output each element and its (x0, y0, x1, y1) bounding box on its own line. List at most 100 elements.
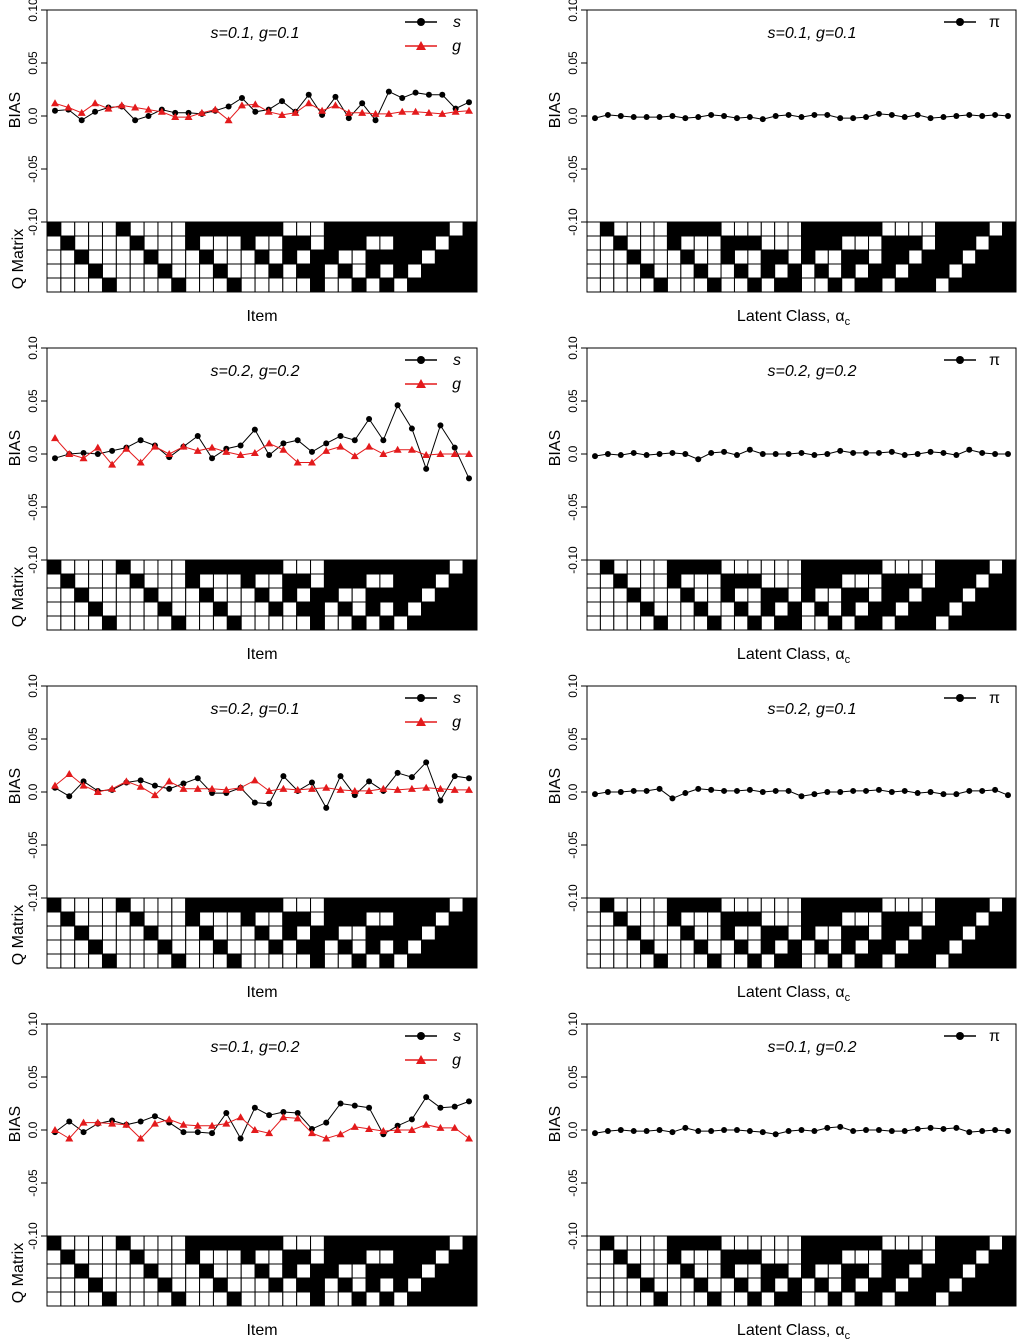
y-axis-label: BIAS (7, 92, 24, 128)
q-cell-filled (462, 559, 478, 575)
q-cell-empty (115, 263, 131, 279)
data-point-pi (953, 452, 960, 459)
data-point-s (408, 425, 415, 432)
q-matrix-label: Q Matrix (10, 905, 27, 965)
q-cell-filled (421, 939, 436, 955)
data-point-g (136, 1134, 145, 1142)
q-cell-empty (827, 925, 843, 941)
data-point-pi (850, 449, 857, 456)
y-tick-label: -0.05 (566, 1169, 580, 1197)
q-cell-empty (653, 573, 668, 589)
q-cell-filled (337, 939, 353, 955)
q-cell-empty (640, 1263, 655, 1279)
q-cell-filled (975, 939, 990, 955)
q-cell-empty (854, 573, 870, 589)
q-cell-filled (310, 925, 325, 941)
q-cell-filled (46, 1235, 62, 1251)
q-cell-empty (115, 1263, 131, 1279)
q-cell-empty (666, 263, 682, 279)
q-cell-filled (434, 1277, 450, 1293)
q-cell-filled (921, 615, 937, 631)
data-point-s (252, 108, 259, 115)
q-cell-empty (640, 897, 655, 913)
q-cell-filled (421, 615, 436, 631)
q-cell-empty (421, 1263, 436, 1279)
q-cell-filled (827, 277, 843, 293)
q-cell-filled (988, 1277, 1004, 1293)
q-cell-empty (60, 615, 76, 631)
q-cell-empty (129, 1263, 145, 1279)
q-cell-empty (129, 615, 145, 631)
q-cell-filled (185, 235, 201, 251)
y-tick-label: 0.05 (26, 51, 40, 75)
y-tick-label: -0.10 (26, 884, 40, 912)
q-cell-filled (693, 1235, 709, 1251)
data-point-g (398, 107, 407, 115)
q-cell-filled (774, 615, 789, 631)
data-point-pi (824, 1124, 831, 1131)
q-cell-filled (975, 615, 990, 631)
q-cell-filled (720, 587, 735, 603)
q-cell-empty (254, 235, 270, 251)
q-cell-filled (881, 263, 896, 279)
q-cell-empty (814, 615, 829, 631)
q-cell-empty (365, 573, 381, 589)
q-cell-filled (921, 953, 937, 969)
q-cell-filled (774, 953, 789, 969)
q-cell-filled (961, 911, 977, 927)
q-cell-empty (881, 1235, 896, 1251)
q-cell-empty (975, 1249, 990, 1265)
data-point-s (366, 1104, 373, 1111)
q-cell-filled (827, 1235, 843, 1251)
q-cell-filled (908, 939, 923, 955)
q-cell-filled (379, 1291, 395, 1307)
q-cell-empty (129, 601, 145, 617)
q-cell-empty (921, 1235, 937, 1251)
data-point-g (79, 781, 88, 789)
q-cell-filled (868, 263, 883, 279)
q-cell-empty (787, 897, 802, 913)
q-cell-filled (115, 897, 131, 913)
q-cell-filled (680, 559, 695, 575)
q-cell-empty (171, 559, 187, 575)
q-cell-empty (613, 953, 628, 969)
q-cell-filled (323, 1249, 339, 1265)
q-cell-filled (827, 573, 843, 589)
q-cell-empty (720, 277, 735, 293)
data-point-s (394, 402, 401, 409)
q-cell-filled (640, 939, 655, 955)
data-point-g (108, 1119, 117, 1127)
q-cell-filled (171, 277, 187, 293)
data-point-g (251, 100, 260, 108)
q-cell-filled (693, 601, 709, 617)
q-cell-empty (586, 1235, 601, 1251)
q-cell-filled (462, 1263, 478, 1279)
data-point-pi (992, 111, 999, 118)
data-point-g (193, 784, 202, 792)
q-cell-filled (448, 235, 464, 251)
q-cell-empty (760, 911, 776, 927)
q-matrix-label: Q Matrix (10, 567, 27, 627)
data-point-pi (656, 1127, 663, 1133)
q-cell-filled (760, 601, 776, 617)
q-cell-empty (143, 277, 159, 293)
q-cell-empty (323, 939, 339, 955)
data-point-pi (992, 1127, 999, 1133)
q-cell-empty (101, 601, 117, 617)
data-point-g (150, 1119, 159, 1127)
data-point-s (394, 1122, 401, 1129)
q-cell-filled (1002, 925, 1017, 941)
q-cell-empty (774, 573, 789, 589)
q-cell-filled (310, 601, 325, 617)
q-cell-empty (171, 573, 187, 589)
q-cell-empty (171, 911, 187, 927)
q-cell-filled (448, 587, 464, 603)
q-cell-filled (961, 897, 977, 913)
q-cell-filled (157, 263, 173, 279)
q-cell-filled (226, 615, 242, 631)
q-cell-empty (74, 1249, 90, 1265)
q-cell-empty (157, 897, 173, 913)
q-cell-filled (212, 263, 228, 279)
